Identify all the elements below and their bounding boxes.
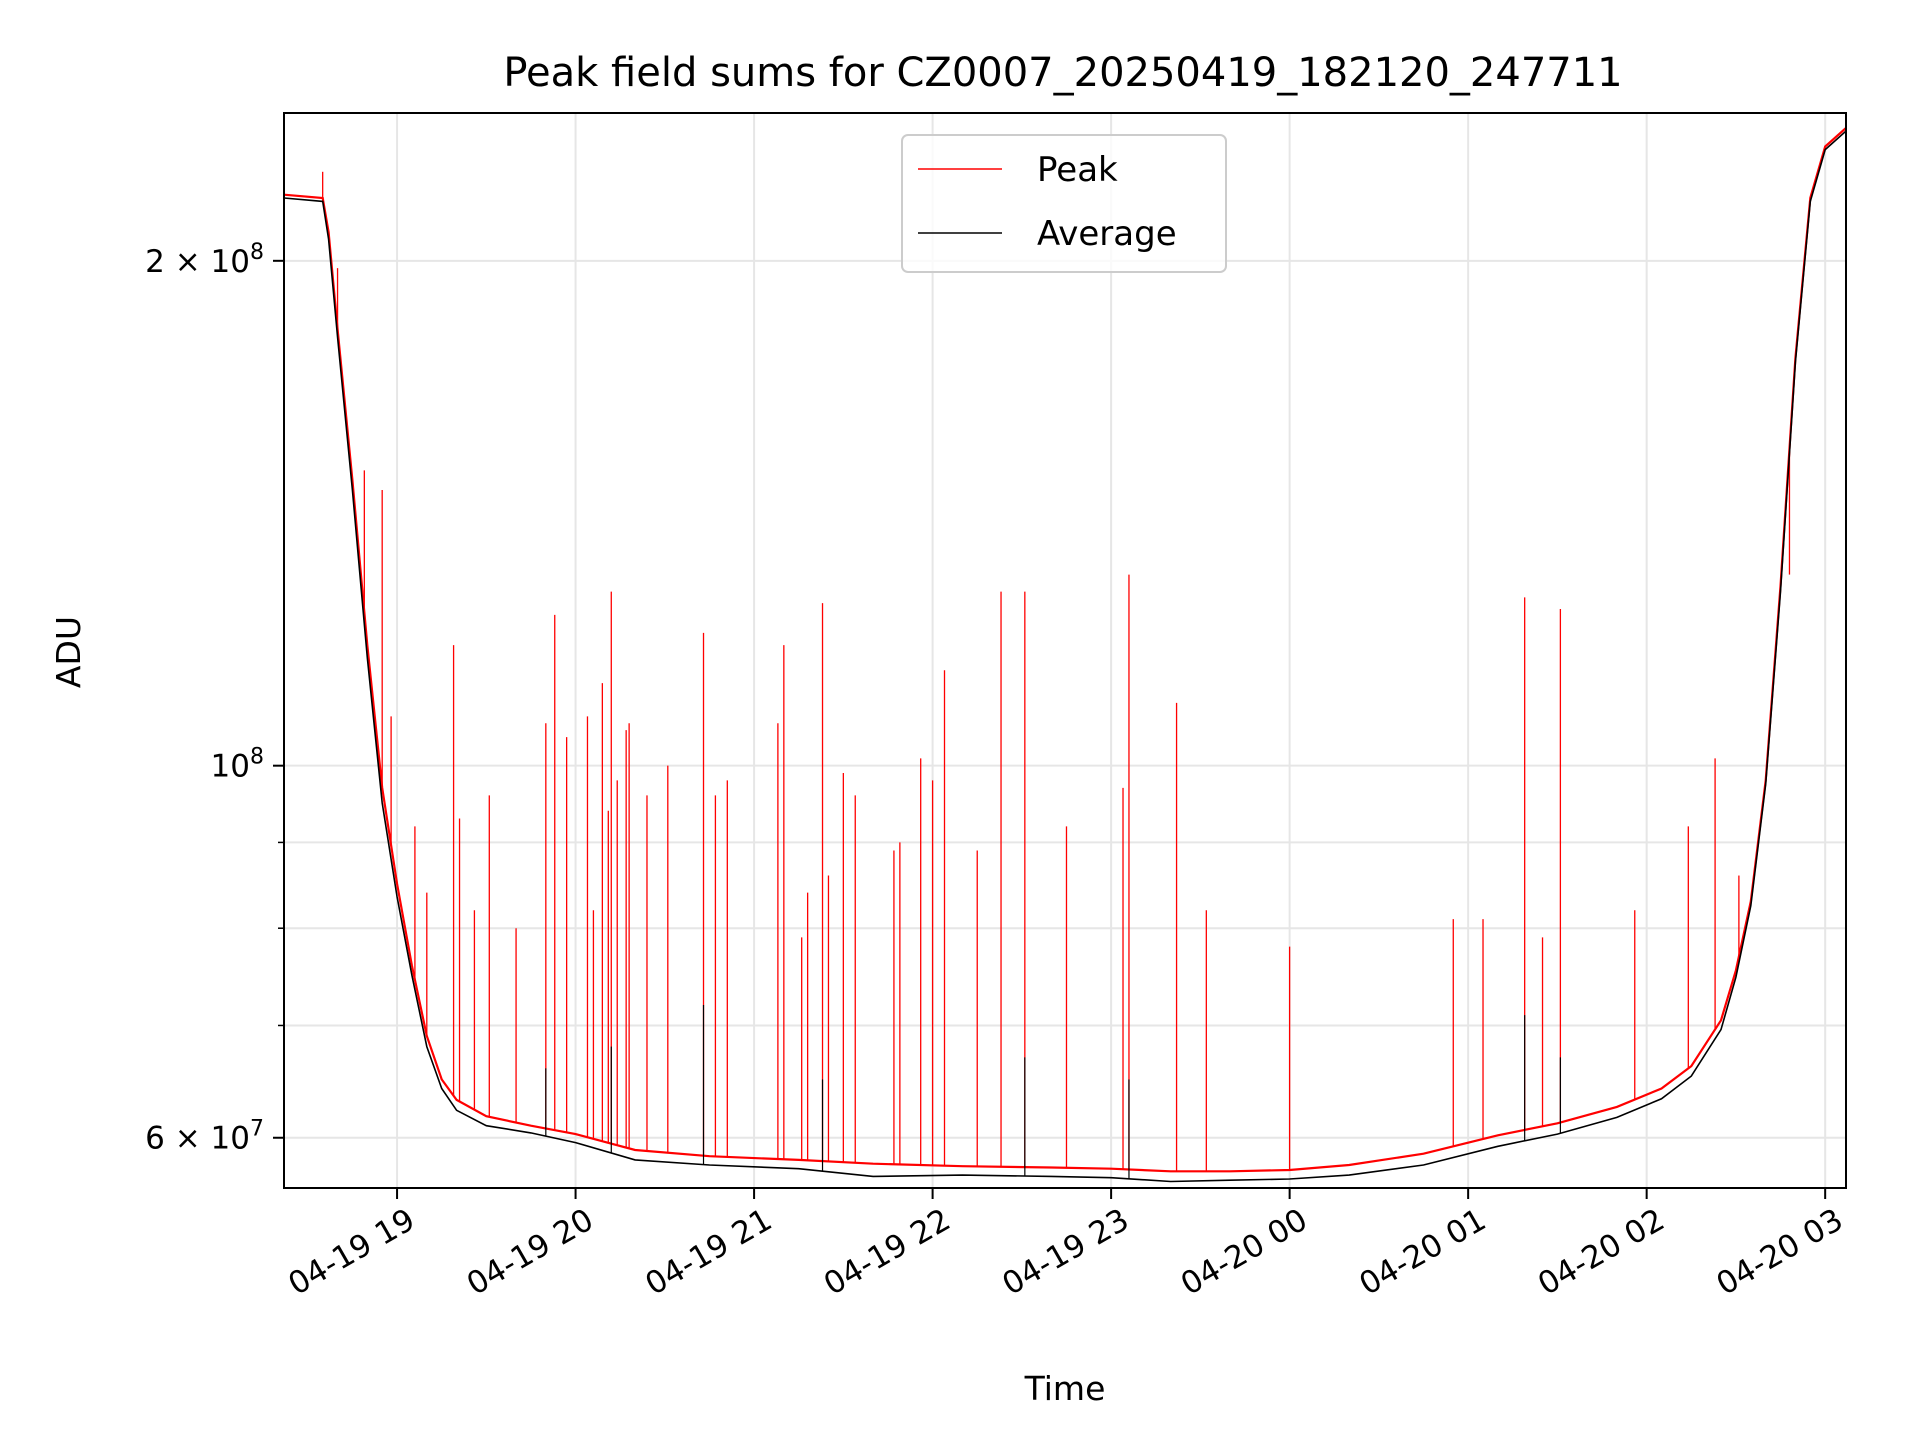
legend: Peak Average (901, 134, 1227, 273)
x-axis-label: Time (1024, 1369, 1106, 1408)
y-axis-label: ADU (49, 616, 88, 688)
y-tick-label: 2 × 108 (145, 240, 264, 280)
average-series-line (284, 130, 1846, 1183)
legend-label-peak: Peak (1037, 150, 1118, 190)
series-group (284, 127, 1846, 1183)
legend-label-average: Average (1037, 214, 1177, 254)
y-tick-label: 6 × 107 (145, 1117, 264, 1157)
chart-title: Peak field sums for CZ0007_20250419_1821… (503, 50, 1622, 96)
plot-area (284, 127, 1846, 1183)
grid-layer (284, 113, 1846, 1188)
plot-frame (283, 112, 1847, 1189)
peak-series-line (284, 127, 1846, 1173)
y-tick-label: 108 (211, 745, 264, 785)
